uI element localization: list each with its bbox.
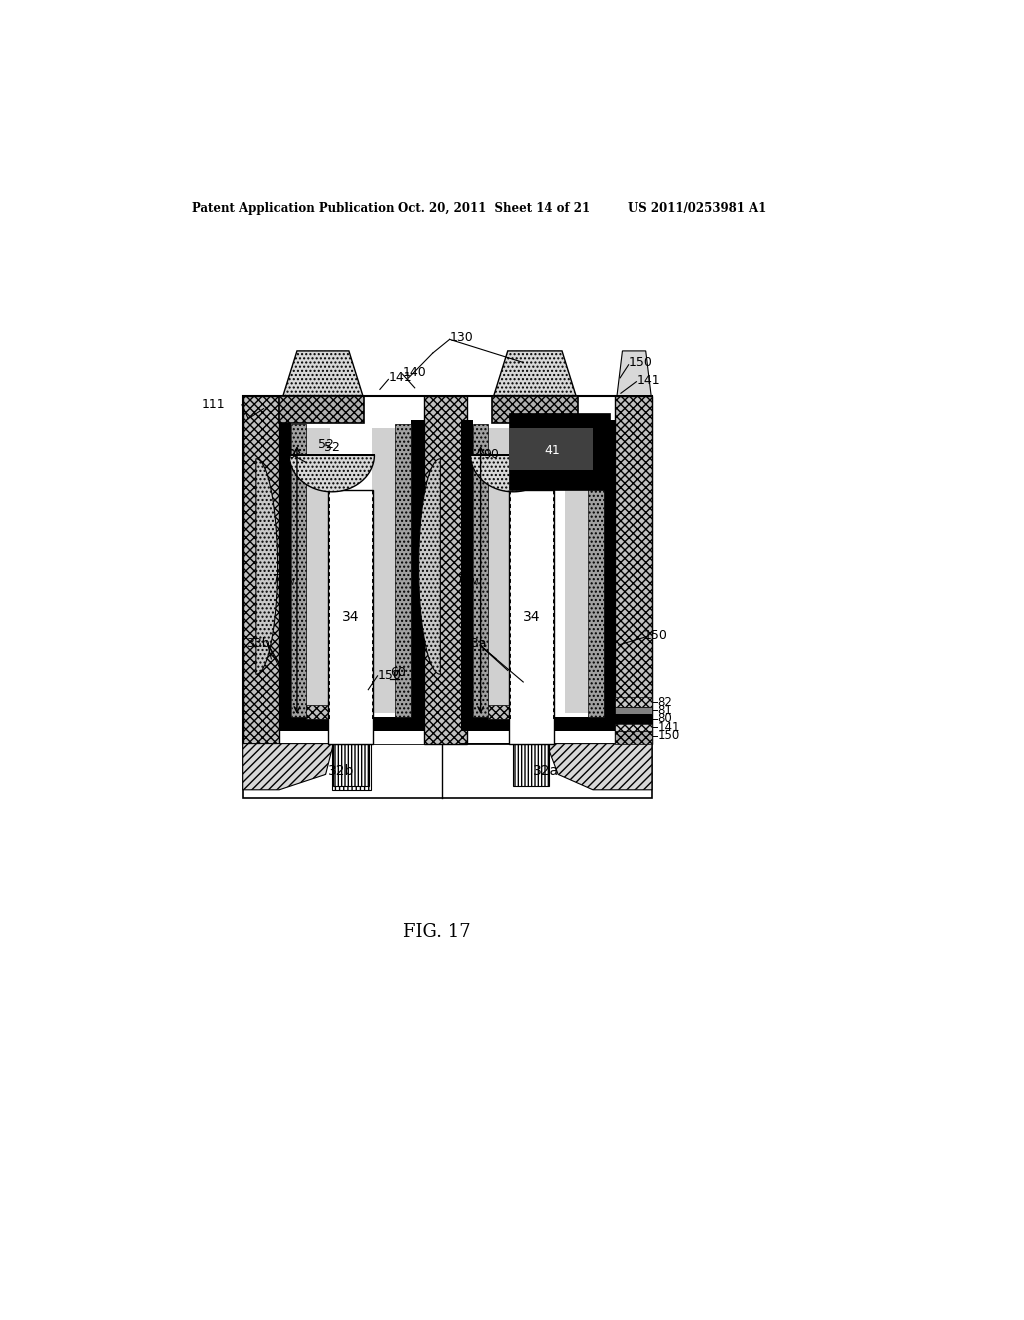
Text: 141: 141 bbox=[388, 371, 412, 384]
Bar bbox=[509, 490, 554, 743]
Text: 150: 150 bbox=[629, 356, 652, 370]
Bar bbox=[615, 731, 652, 743]
Text: FIG. 17: FIG. 17 bbox=[402, 923, 470, 941]
Bar bbox=[328, 490, 373, 743]
Polygon shape bbox=[283, 351, 362, 396]
Polygon shape bbox=[289, 455, 375, 492]
Text: 141: 141 bbox=[636, 374, 660, 387]
Bar bbox=[306, 705, 372, 719]
Text: 150: 150 bbox=[378, 669, 401, 682]
Bar bbox=[306, 428, 330, 713]
Polygon shape bbox=[494, 351, 575, 396]
Polygon shape bbox=[419, 459, 440, 675]
Text: 150: 150 bbox=[644, 630, 668, 643]
Text: US 2011/0253981 A1: US 2011/0253981 A1 bbox=[628, 202, 766, 215]
Bar bbox=[332, 743, 371, 789]
Text: 34: 34 bbox=[342, 610, 359, 623]
Bar bbox=[461, 717, 615, 730]
Text: 150: 150 bbox=[657, 730, 680, 742]
Bar bbox=[493, 396, 578, 422]
Bar bbox=[243, 396, 280, 743]
Text: 90: 90 bbox=[280, 449, 296, 462]
Text: 81: 81 bbox=[657, 704, 672, 717]
Bar bbox=[280, 396, 365, 422]
Text: 60: 60 bbox=[390, 667, 406, 680]
Bar bbox=[280, 420, 291, 725]
Bar bbox=[604, 420, 615, 725]
Bar bbox=[488, 705, 554, 719]
Text: 140: 140 bbox=[402, 366, 426, 379]
Text: 80: 80 bbox=[657, 713, 672, 726]
Bar bbox=[565, 428, 589, 713]
Text: $T_{HM}$: $T_{HM}$ bbox=[456, 573, 479, 587]
Text: 52: 52 bbox=[324, 441, 340, 454]
Text: 34: 34 bbox=[523, 610, 541, 623]
Bar bbox=[615, 723, 652, 731]
Bar bbox=[615, 396, 652, 743]
Bar bbox=[243, 743, 652, 797]
Bar bbox=[424, 396, 467, 743]
Polygon shape bbox=[461, 743, 652, 789]
Text: 32a: 32a bbox=[534, 763, 559, 777]
Bar bbox=[291, 424, 306, 717]
Bar bbox=[513, 743, 549, 785]
Bar bbox=[372, 428, 395, 713]
Bar bbox=[615, 697, 652, 706]
Bar bbox=[589, 424, 604, 717]
Bar bbox=[509, 412, 610, 490]
Bar bbox=[615, 714, 652, 723]
Bar bbox=[243, 396, 652, 743]
Bar bbox=[461, 420, 615, 743]
Bar bbox=[473, 424, 488, 717]
Bar bbox=[395, 424, 411, 717]
Bar bbox=[615, 706, 652, 714]
Text: 141: 141 bbox=[657, 721, 680, 734]
Text: 33b: 33b bbox=[247, 638, 270, 649]
Text: 32b: 32b bbox=[328, 763, 354, 777]
Text: 41: 41 bbox=[544, 445, 560, 458]
Polygon shape bbox=[471, 455, 556, 492]
Bar bbox=[509, 428, 593, 470]
Text: 33a: 33a bbox=[463, 638, 486, 649]
Text: 90: 90 bbox=[483, 449, 499, 462]
Text: Patent Application Publication: Patent Application Publication bbox=[191, 202, 394, 215]
Text: Oct. 20, 2011  Sheet 14 of 21: Oct. 20, 2011 Sheet 14 of 21 bbox=[397, 202, 590, 215]
Bar bbox=[280, 420, 424, 743]
Polygon shape bbox=[256, 459, 278, 675]
Text: 111: 111 bbox=[202, 399, 225, 412]
Bar bbox=[334, 743, 369, 785]
Text: 82: 82 bbox=[657, 696, 672, 709]
Bar bbox=[488, 428, 512, 713]
Text: $T_{HM}$: $T_{HM}$ bbox=[272, 573, 295, 587]
Bar bbox=[280, 717, 424, 730]
Polygon shape bbox=[617, 351, 651, 396]
Text: 52: 52 bbox=[317, 438, 334, 451]
Polygon shape bbox=[243, 743, 334, 789]
Bar bbox=[411, 420, 424, 725]
Text: 130: 130 bbox=[450, 331, 473, 345]
Bar bbox=[461, 420, 473, 725]
